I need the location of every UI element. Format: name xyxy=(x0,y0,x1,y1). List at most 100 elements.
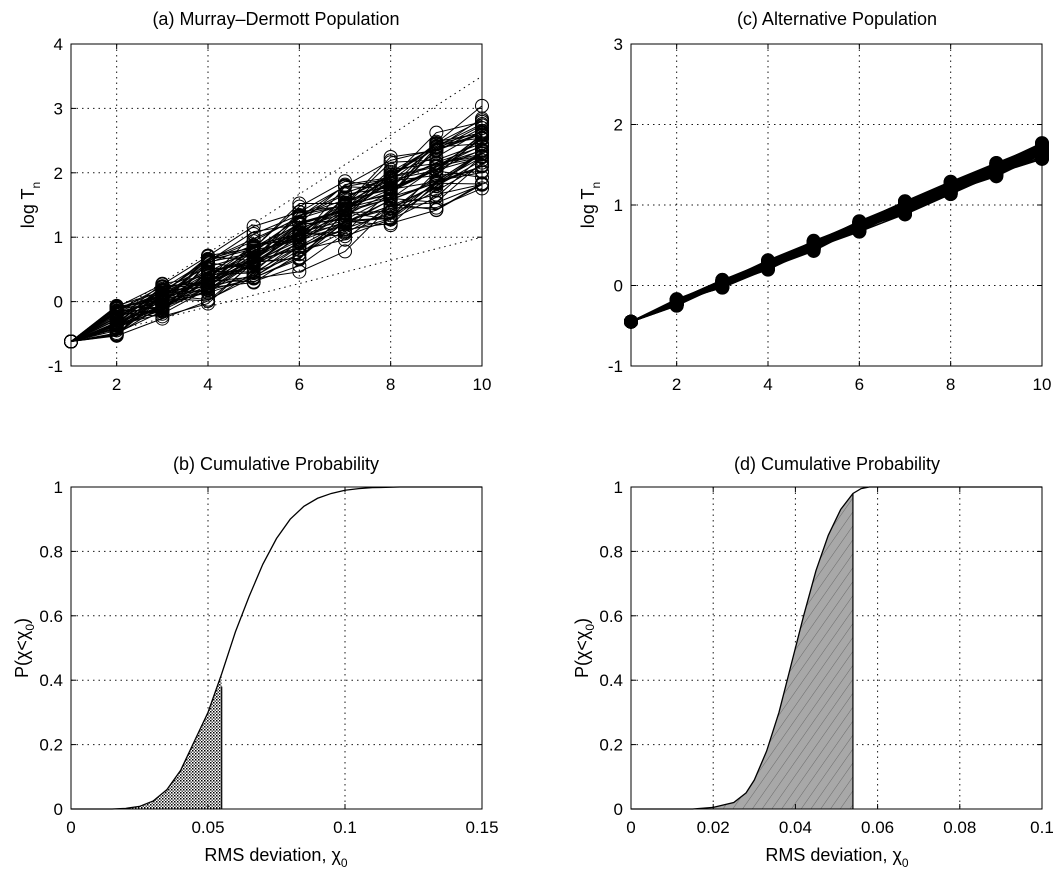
y-tick-label: 0.4 xyxy=(599,671,623,690)
x-tick-label: 0.04 xyxy=(779,818,812,837)
series-line xyxy=(70,155,483,342)
panel-d-title: (d) Cumulative Probability xyxy=(734,454,940,474)
panel-b-grid xyxy=(71,487,482,809)
data-point-marker xyxy=(155,298,170,313)
panel-a-series-group xyxy=(64,75,489,349)
panel-d-cumulative: (d) Cumulative Probability 0 0.02 0.04 0.06… xyxy=(572,454,1054,870)
panel-b-ticks: 0 0.05 0.1 0.15 0 0.2 0.4 0.6 0.8 1 xyxy=(39,478,498,837)
panel-b-series-group xyxy=(71,486,482,810)
data-point-marker xyxy=(806,235,821,250)
panel-c-ylabel: log Tn xyxy=(578,182,603,228)
x-tick-label: 2 xyxy=(672,375,681,394)
data-point-marker xyxy=(715,276,730,291)
panel-c-ticks: 2 4 6 8 10 -1 0 1 2 3 xyxy=(608,35,1052,394)
panel-c-axes-frame xyxy=(630,43,1043,367)
data-point-marker xyxy=(383,191,398,206)
x-tick-label: 4 xyxy=(763,375,772,394)
data-point-marker xyxy=(429,140,444,155)
data-point-marker xyxy=(852,220,867,235)
bound-line xyxy=(70,236,483,343)
data-point-marker xyxy=(292,208,307,223)
panel-a-title: (a) Murray–Dermott Population xyxy=(152,9,399,29)
series-line xyxy=(70,134,483,342)
series-line xyxy=(70,151,483,342)
x-tick-label: 10 xyxy=(473,375,492,394)
data-point-marker xyxy=(383,170,398,185)
panel-d-ticks: 0 0.02 0.04 0.06 0.08 0.1 0 0.2 0.4 0.6 0.8 1 xyxy=(599,478,1053,837)
panel-b-cumulative: (b) Cumulative Probability 0 0.05 0.1 0.150… xyxy=(12,454,499,870)
data-point-marker xyxy=(383,173,398,188)
data-point-marker xyxy=(429,202,444,217)
y-tick-label: 0 xyxy=(614,800,623,819)
data-point-marker xyxy=(429,125,444,140)
data-point-marker xyxy=(383,218,398,233)
y-tick-label: 0.4 xyxy=(39,671,63,690)
series-line xyxy=(70,152,483,343)
y-tick-label: 0.2 xyxy=(599,736,623,755)
panel-d-axes-frame xyxy=(630,486,1043,810)
data-point-marker xyxy=(246,252,261,267)
x-tick-label: 0.08 xyxy=(943,818,976,837)
data-point-marker xyxy=(383,181,398,196)
panel-c-grid xyxy=(631,44,1042,366)
data-point-marker xyxy=(338,232,352,247)
y-tick-label: 0.8 xyxy=(39,542,63,561)
x-tick-label: 0.15 xyxy=(465,818,498,837)
series-line xyxy=(70,138,483,343)
panel-a-murray-dermott: (a) Murray–Dermott Population 2 4 6 8 10 -1 0 1… xyxy=(18,9,491,394)
series-line xyxy=(70,133,483,342)
y-tick-label: 3 xyxy=(54,99,63,118)
y-tick-label: 0.8 xyxy=(599,542,623,561)
y-tick-label: 0.2 xyxy=(39,736,63,755)
data-point-marker xyxy=(292,251,307,266)
x-tick-label: 0.06 xyxy=(861,818,894,837)
x-tick-label: 6 xyxy=(855,375,864,394)
series-line xyxy=(70,170,483,343)
data-point-marker xyxy=(201,292,215,307)
x-tick-label: 2 xyxy=(112,375,121,394)
data-point-marker xyxy=(383,198,398,213)
data-point-marker xyxy=(338,179,352,194)
data-point-marker xyxy=(898,201,912,216)
data-point-marker xyxy=(429,163,444,178)
x-tick-label: 0 xyxy=(66,818,75,837)
y-tick-label: 1 xyxy=(614,196,623,215)
series-line xyxy=(70,131,483,343)
y-tick-label: -1 xyxy=(608,357,623,376)
data-point-marker xyxy=(109,300,124,315)
data-point-marker xyxy=(292,225,307,240)
series-line xyxy=(630,148,1043,323)
x-tick-label: 8 xyxy=(946,375,955,394)
data-point-marker xyxy=(201,275,215,290)
series-line xyxy=(70,121,483,342)
series-line xyxy=(70,138,483,343)
panel-c-title: (c) Alternative Population xyxy=(737,9,937,29)
panel-a-ylabel: log Tn xyxy=(18,182,43,228)
data-point-marker xyxy=(429,143,444,158)
x-tick-label: 6 xyxy=(295,375,304,394)
data-point-marker xyxy=(155,280,170,295)
data-point-marker xyxy=(246,238,261,253)
y-tick-label: 2 xyxy=(54,164,63,183)
data-point-marker xyxy=(669,295,684,310)
x-tick-label: 0.02 xyxy=(697,818,730,837)
data-point-marker xyxy=(429,160,444,175)
x-tick-label: 0.05 xyxy=(191,818,224,837)
panel-c-series-group xyxy=(624,136,1049,329)
x-tick-label: 10 xyxy=(1033,375,1052,394)
panel-c-alternative: (c) Alternative Population 2 4 6 8 10-10123 … xyxy=(578,9,1051,394)
y-tick-label: -1 xyxy=(48,357,63,376)
shaded-area xyxy=(631,493,853,809)
x-tick-label: 8 xyxy=(386,375,395,394)
data-point-marker xyxy=(246,227,261,242)
data-point-marker xyxy=(429,195,444,210)
series-line xyxy=(70,145,483,342)
data-point-marker xyxy=(338,213,352,228)
data-point-marker xyxy=(383,210,398,225)
data-point-marker xyxy=(201,253,215,268)
data-point-marker xyxy=(109,327,124,342)
cdf-curve xyxy=(71,486,482,810)
data-point-marker xyxy=(338,197,352,212)
series-line xyxy=(70,142,483,343)
